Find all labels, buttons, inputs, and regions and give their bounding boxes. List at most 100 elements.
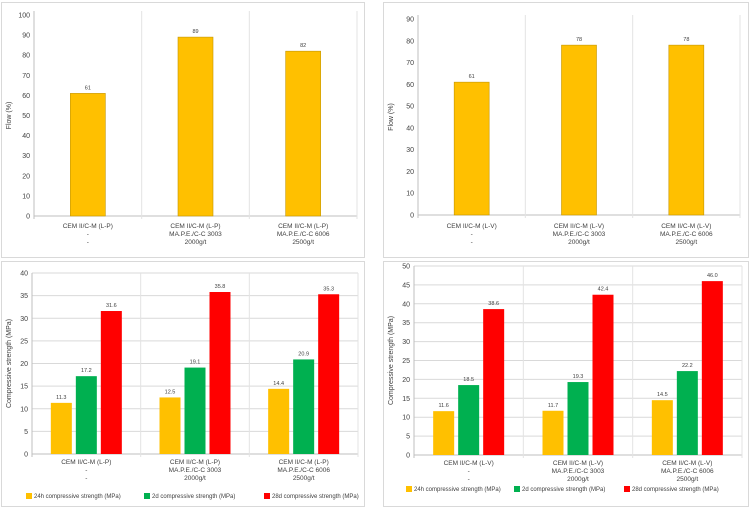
- y-tick-label: 20: [22, 173, 30, 180]
- flow-chart-lp: 0 10 20 30 40 50 60 70 80 90 100 Flow (%) 61 89 82 CEM …: [6, 11, 358, 246]
- y-tick-label: 0: [26, 214, 30, 221]
- legend-label: 2d compressive strength (MPa): [522, 487, 605, 493]
- bar: [651, 400, 673, 455]
- bar: [542, 410, 564, 455]
- legend-swatch: [264, 493, 270, 499]
- data-label: 11.7: [548, 403, 558, 409]
- y-tick-label: 80: [22, 53, 30, 60]
- y-tick-label: 20: [406, 169, 414, 176]
- category-label: CEM II/C-M (L-P): [278, 223, 328, 230]
- data-label: 78: [576, 37, 582, 43]
- flow-chart-lp-panel: 0 10 20 30 40 50 60 70 80 90 100 Flow (%) 61 89 82 CEM …: [1, 2, 365, 258]
- y-tick-label: 30: [22, 153, 30, 160]
- bar: [433, 411, 455, 455]
- bar: [177, 36, 214, 217]
- data-label: 42.4: [598, 287, 609, 293]
- data-label: 19.3: [573, 374, 584, 380]
- y-tick-label: 50: [22, 113, 30, 120]
- bar: [453, 81, 490, 216]
- y-tick-label: 40: [20, 271, 28, 278]
- data-label: 18.5: [463, 377, 474, 383]
- category-label: CEM II/C-M (L-P): [63, 223, 113, 230]
- y-tick-label: 35: [20, 293, 28, 300]
- data-label: 11.3: [56, 395, 66, 401]
- strength-chart-lv-panel: 0 5 10 15 20 25 30 35 40 45 50 Compressive strength…: [383, 261, 749, 507]
- bar: [209, 292, 231, 454]
- category-label: CEM II/C-M (L-V): [447, 223, 497, 230]
- y-tick-label: 10: [402, 415, 410, 422]
- data-label: 38.6: [488, 301, 499, 307]
- y-axis-title: Flow (%): [6, 102, 13, 130]
- bar: [592, 294, 614, 455]
- strength-chart-lp-panel: 0 5 10 15 20 25 30 35 40 Compressive strength (MP…: [1, 261, 365, 507]
- legend-swatch: [26, 493, 32, 499]
- y-tick-label: 70: [406, 60, 414, 67]
- bar: [159, 397, 181, 454]
- y-tick-label: 20: [402, 377, 410, 384]
- category-label: 2500g/t: [293, 475, 315, 482]
- category-label: MA.P.E./C-C 3003: [552, 468, 605, 475]
- data-label: 22.2: [682, 363, 693, 369]
- y-tick-label: 5: [24, 429, 28, 436]
- y-tick-label: 35: [402, 320, 410, 327]
- legend-label: 24h compressive strength (MPa): [34, 494, 121, 500]
- y-axis-title: Compressive strength (MPa): [388, 316, 395, 405]
- data-label: 82: [300, 43, 306, 49]
- data-label: 78: [683, 37, 689, 43]
- category-label: MA.P.E./C-C 3003: [169, 467, 222, 474]
- data-label: 14.4: [273, 381, 284, 387]
- y-axis-title: Flow (%): [388, 103, 395, 131]
- y-tick-label: 25: [402, 358, 410, 365]
- strength-chart-lp: 0 5 10 15 20 25 30 35 40 Compressive strength (MP…: [6, 271, 359, 501]
- data-label: 61: [469, 74, 475, 80]
- y-tick-label: 40: [22, 133, 30, 140]
- category-label: CEM II/C-M (L-P): [170, 459, 220, 466]
- category-label: -: [87, 231, 89, 238]
- category-label: CEM II/C-M (L-V): [554, 223, 604, 230]
- y-tick-label: 30: [402, 339, 410, 346]
- category-label: CEM II/C-M (L-P): [61, 459, 111, 466]
- category-label: -: [471, 231, 473, 238]
- category-label: CEM II/C-M (L-P): [170, 223, 220, 230]
- legend-label: 28d compressive strength (MPa): [272, 494, 359, 500]
- category-label: -: [85, 475, 87, 482]
- y-tick-label: 60: [406, 82, 414, 89]
- data-label: 35.3: [323, 286, 334, 292]
- y-tick-label: 90: [406, 17, 414, 24]
- y-tick-label: 50: [406, 104, 414, 111]
- data-label: 14.5: [657, 392, 668, 398]
- data-label: 19.1: [190, 360, 201, 366]
- category-label: CEM II/C-M (L-V): [444, 460, 494, 467]
- y-tick-label: 30: [20, 316, 28, 323]
- data-label: 12.5: [165, 389, 176, 395]
- legend-swatch: [624, 486, 630, 492]
- bar: [70, 93, 106, 217]
- y-tick-label: 20: [20, 361, 28, 368]
- y-axis-title: Compressive strength (MPa): [6, 319, 13, 408]
- category-label: 2500g/t: [675, 239, 697, 246]
- category-label: -: [85, 467, 87, 474]
- legend-swatch: [514, 486, 520, 492]
- y-tick-label: 15: [20, 384, 28, 391]
- category-label: 2500g/t: [292, 239, 314, 246]
- category-label: 2000g/t: [567, 476, 589, 483]
- bar: [668, 44, 705, 216]
- category-label: 2000g/t: [185, 239, 207, 246]
- category-label: MA.P.E./C-C 6006: [277, 231, 330, 238]
- category-label: MA.P.E./C-C 6006: [660, 231, 713, 238]
- category-label: -: [468, 476, 470, 483]
- legend-label: 2d compressive strength (MPa): [152, 494, 235, 500]
- flow-chart-lv: 0 10 20 30 40 50 60 70 80 90 Flow (%) 61 78 78 CEM II/…: [388, 15, 741, 246]
- legend-label: 28d compressive strength (MPa): [632, 487, 719, 493]
- y-tick-label: 40: [402, 301, 410, 308]
- data-label: 17.2: [81, 368, 92, 374]
- bar: [100, 311, 122, 454]
- y-tick-label: 60: [22, 93, 30, 100]
- category-label: MA.P.E./C-C 6006: [661, 468, 714, 475]
- y-tick-label: 70: [22, 73, 30, 80]
- category-label: -: [87, 239, 89, 246]
- y-tick-label: 0: [24, 452, 28, 459]
- bar: [483, 309, 505, 455]
- strength-chart-lv: 0 5 10 15 20 25 30 35 40 45 50 Compressive strength…: [388, 264, 743, 493]
- category-label: -: [471, 239, 473, 246]
